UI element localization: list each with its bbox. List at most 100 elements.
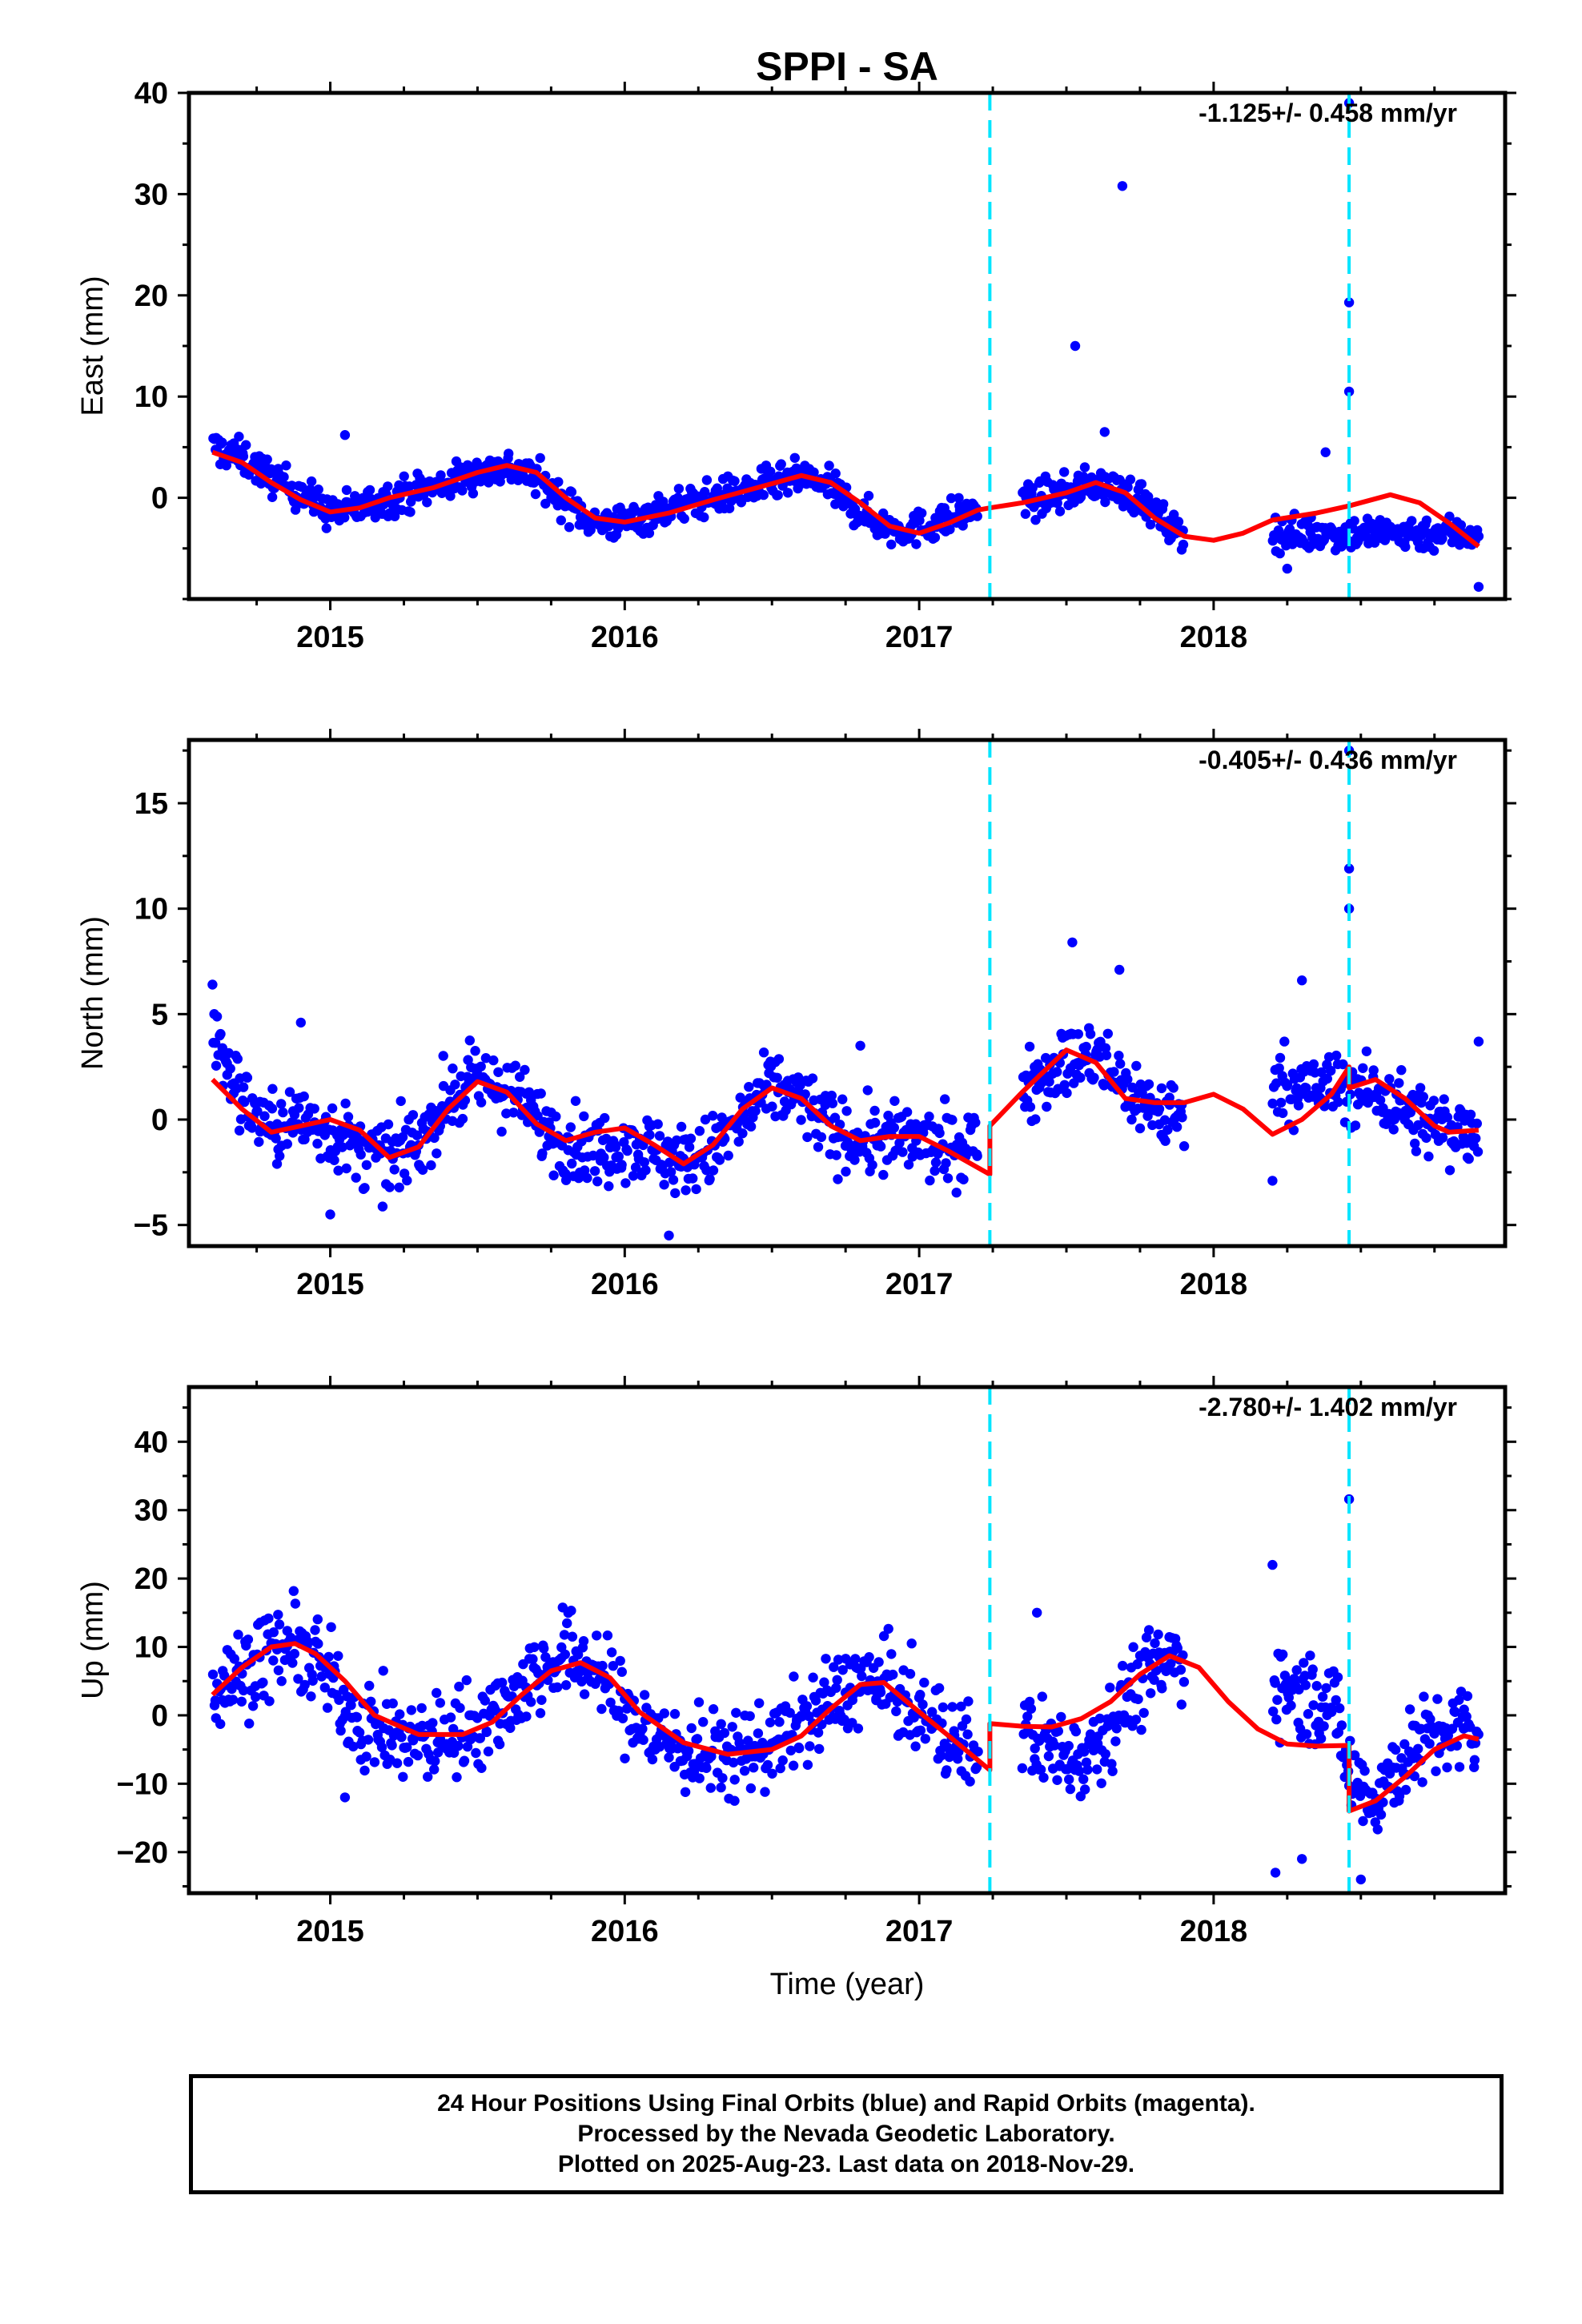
data-point xyxy=(1143,1625,1154,1635)
data-point xyxy=(258,1677,268,1688)
data-point xyxy=(765,1717,776,1727)
data-point xyxy=(551,1112,561,1122)
data-point xyxy=(1128,1642,1138,1652)
data-point xyxy=(753,1728,764,1739)
data-point xyxy=(1020,509,1031,519)
data-point xyxy=(1369,537,1380,548)
data-point xyxy=(1134,1123,1146,1134)
data-point xyxy=(1038,1772,1049,1783)
data-point xyxy=(263,1613,274,1624)
data-point xyxy=(377,1201,388,1212)
data-point xyxy=(1074,1766,1085,1776)
data-point xyxy=(1136,1724,1146,1735)
data-point xyxy=(679,513,689,524)
data-point xyxy=(364,485,375,496)
data-point xyxy=(210,1695,221,1706)
plot-area xyxy=(207,1494,1484,1885)
data-point xyxy=(637,1723,648,1734)
data-point xyxy=(288,1586,299,1596)
data-point xyxy=(535,1708,546,1719)
data-point xyxy=(1429,1728,1439,1739)
data-point xyxy=(394,1182,404,1193)
data-point xyxy=(1131,1060,1142,1072)
data-point xyxy=(501,1108,512,1119)
data-point xyxy=(278,1107,288,1118)
data-point xyxy=(1115,1059,1126,1069)
data-point xyxy=(727,1722,737,1732)
y-tick-label: 40 xyxy=(135,1425,168,1459)
data-point xyxy=(348,1741,359,1752)
data-point xyxy=(453,1740,464,1751)
data-point xyxy=(1164,1092,1174,1103)
data-point xyxy=(402,1175,412,1186)
data-point xyxy=(1308,1700,1319,1711)
data-point xyxy=(826,1090,837,1101)
data-point xyxy=(1411,1146,1422,1156)
y-tick-label: 40 xyxy=(135,77,168,111)
x-axis-label: Time (year) xyxy=(770,1968,925,2001)
data-point xyxy=(941,1158,951,1168)
up-panel: 2015 2016 2017 2018 −20 −10 0 10 20 30 40 Up (mm) Ti… xyxy=(76,1376,1516,2001)
data-point xyxy=(210,1038,221,1048)
data-point xyxy=(1379,535,1391,545)
data-point xyxy=(805,1741,815,1751)
data-point xyxy=(1278,1649,1288,1660)
data-point xyxy=(668,1175,679,1185)
data-point xyxy=(1410,1138,1420,1149)
data-point xyxy=(432,1687,442,1699)
data-point xyxy=(1160,1136,1170,1146)
chart-title: SPPI - SA xyxy=(756,44,938,89)
data-point xyxy=(326,1622,336,1633)
data-point xyxy=(225,1063,235,1074)
data-point xyxy=(1319,1721,1329,1731)
data-point xyxy=(920,1734,931,1744)
data-point xyxy=(1025,1102,1036,1112)
data-point xyxy=(903,1160,914,1170)
data-point xyxy=(1156,1083,1167,1094)
data-point xyxy=(673,484,685,494)
data-point xyxy=(539,1643,549,1654)
data-point xyxy=(622,1145,632,1156)
data-point xyxy=(793,1072,804,1083)
data-point xyxy=(1107,1766,1118,1776)
data-point xyxy=(765,466,776,476)
data-point xyxy=(1177,1112,1187,1123)
data-point xyxy=(363,1735,374,1745)
data-point xyxy=(833,1174,843,1184)
data-point xyxy=(510,1060,520,1071)
y-tick-label: 0 xyxy=(151,1104,168,1137)
outlier-point xyxy=(664,1230,674,1241)
data-point xyxy=(1122,1074,1133,1085)
data-point xyxy=(773,1054,785,1064)
data-point xyxy=(644,528,655,538)
data-point xyxy=(239,1685,249,1696)
data-point xyxy=(526,1697,536,1707)
data-point xyxy=(476,1097,487,1108)
data-point xyxy=(754,1698,765,1708)
data-point xyxy=(211,1060,222,1072)
data-point xyxy=(946,1747,956,1758)
x-tick-label: 2018 xyxy=(1180,1915,1248,1948)
data-point xyxy=(814,1743,825,1755)
data-point xyxy=(589,1166,600,1176)
data-point xyxy=(430,1755,440,1767)
data-point xyxy=(1024,1041,1035,1052)
data-point xyxy=(1405,1107,1416,1118)
data-point xyxy=(383,1119,394,1130)
data-point xyxy=(1437,533,1447,544)
data-point xyxy=(857,1671,867,1682)
data-point xyxy=(712,483,722,493)
outlier-point xyxy=(1032,1607,1042,1618)
data-point xyxy=(758,1047,769,1058)
data-point xyxy=(620,1178,631,1188)
data-point xyxy=(1168,1083,1178,1093)
data-point xyxy=(361,1751,371,1762)
data-point xyxy=(824,460,834,471)
outlier-point xyxy=(855,1040,865,1051)
data-point xyxy=(1034,1735,1045,1746)
y-tick-label: 30 xyxy=(135,178,168,211)
data-point xyxy=(862,1085,873,1096)
data-point xyxy=(396,1096,406,1107)
data-point xyxy=(776,459,786,469)
data-point xyxy=(664,1752,674,1763)
